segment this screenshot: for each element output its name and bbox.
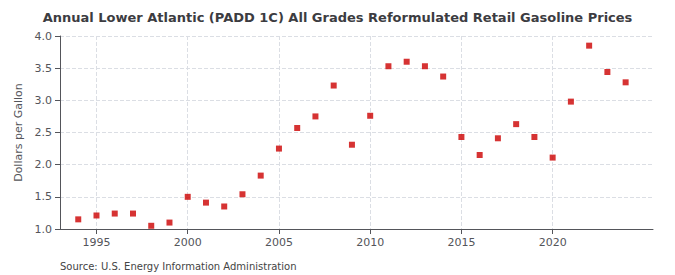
svg-text:Annual Lower Atlantic (PADD 1C: Annual Lower Atlantic (PADD 1C) All Grad…: [43, 10, 633, 25]
svg-text:1.5: 1.5: [35, 190, 53, 203]
svg-text:Source: U.S. Energy Informatio: Source: U.S. Energy Information Administ…: [60, 261, 297, 272]
svg-text:3.5: 3.5: [35, 62, 53, 75]
svg-text:2000: 2000: [174, 236, 202, 249]
svg-text:2010: 2010: [356, 236, 384, 249]
svg-text:Dollars per Gallon: Dollars per Gallon: [12, 83, 25, 182]
svg-text:2020: 2020: [539, 236, 567, 249]
svg-text:2005: 2005: [265, 236, 293, 249]
svg-text:3.0: 3.0: [35, 94, 53, 107]
svg-text:1995: 1995: [82, 236, 110, 249]
svg-text:1.0: 1.0: [35, 223, 53, 236]
svg-text:2.5: 2.5: [35, 126, 53, 139]
svg-text:4.0: 4.0: [35, 30, 53, 43]
svg-text:2.0: 2.0: [35, 158, 53, 171]
svg-text:2015: 2015: [447, 236, 475, 249]
